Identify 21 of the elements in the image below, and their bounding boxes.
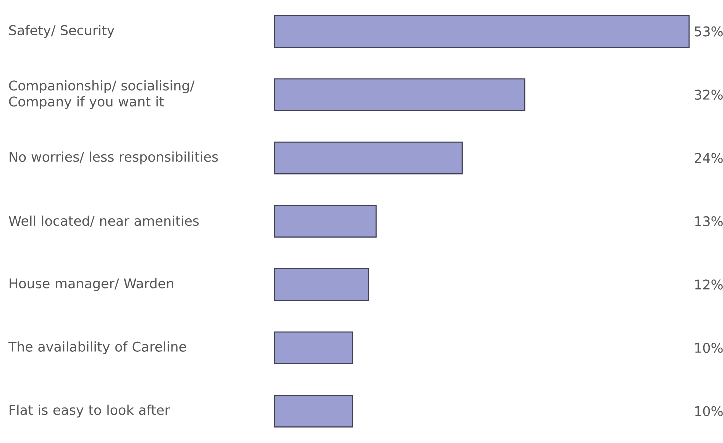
bar <box>274 332 354 364</box>
data-label: 10% <box>696 406 723 416</box>
data-label: 53% <box>695 26 723 37</box>
data-label: 24% <box>695 153 723 164</box>
y-tick-label: Companionship/ socialising/ Company if you want it <box>9 80 195 110</box>
bar <box>274 205 377 238</box>
data-label: 13% <box>696 216 723 227</box>
data-label: 32% <box>695 90 723 100</box>
y-tick-label: Flat is easy to look after <box>10 404 170 418</box>
y-tick-label: House manager/ Warden <box>10 278 174 292</box>
bar <box>274 268 370 302</box>
data-label: 10% <box>696 343 723 354</box>
y-tick-label: Safety/ Security <box>9 25 115 38</box>
y-tick-label: Well located/ near amenities <box>9 216 199 228</box>
bar <box>274 78 526 112</box>
bar <box>274 15 690 48</box>
y-tick-label: The availability of Careline <box>8 342 186 355</box>
bar <box>274 395 354 428</box>
y-tick-label: No worries/ less responsibilities <box>10 152 218 165</box>
bar <box>274 142 463 175</box>
data-label: 12% <box>696 280 723 290</box>
